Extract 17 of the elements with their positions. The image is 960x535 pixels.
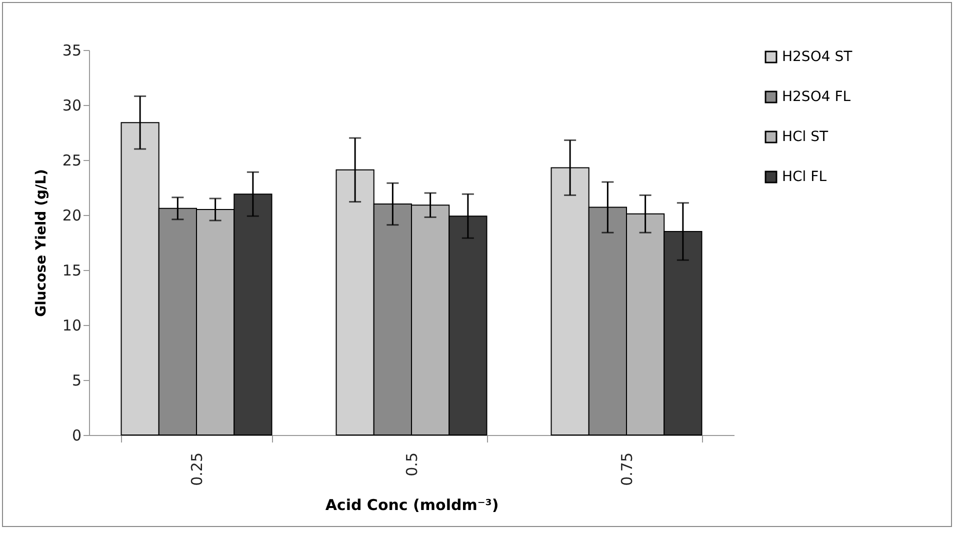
legend-label: H2SO4 FL <box>782 89 851 105</box>
y-tick-label: 35 <box>62 42 82 60</box>
y-tick-label: 15 <box>62 262 82 280</box>
x-tick-label: 0.75 <box>618 452 636 486</box>
x-axis-title: Acid Conc (moldm⁻³) <box>325 496 499 514</box>
y-tick-label: 5 <box>72 372 82 390</box>
legend-label: HCl ST <box>782 129 829 145</box>
y-tick-label: 0 <box>72 426 82 444</box>
x-tick-label: 0.25 <box>188 452 206 486</box>
y-tick-label: 30 <box>62 96 82 114</box>
x-tick-label: 0.5 <box>403 452 421 476</box>
legend-label: HCl FL <box>782 169 827 185</box>
y-axis-title: Glucose Yield (g/L) <box>33 169 50 317</box>
y-tick-label: 20 <box>62 206 82 224</box>
legend-label: H2SO4 ST <box>782 49 853 65</box>
y-tick-label: 25 <box>62 152 82 170</box>
y-tick-label: 10 <box>62 316 82 334</box>
